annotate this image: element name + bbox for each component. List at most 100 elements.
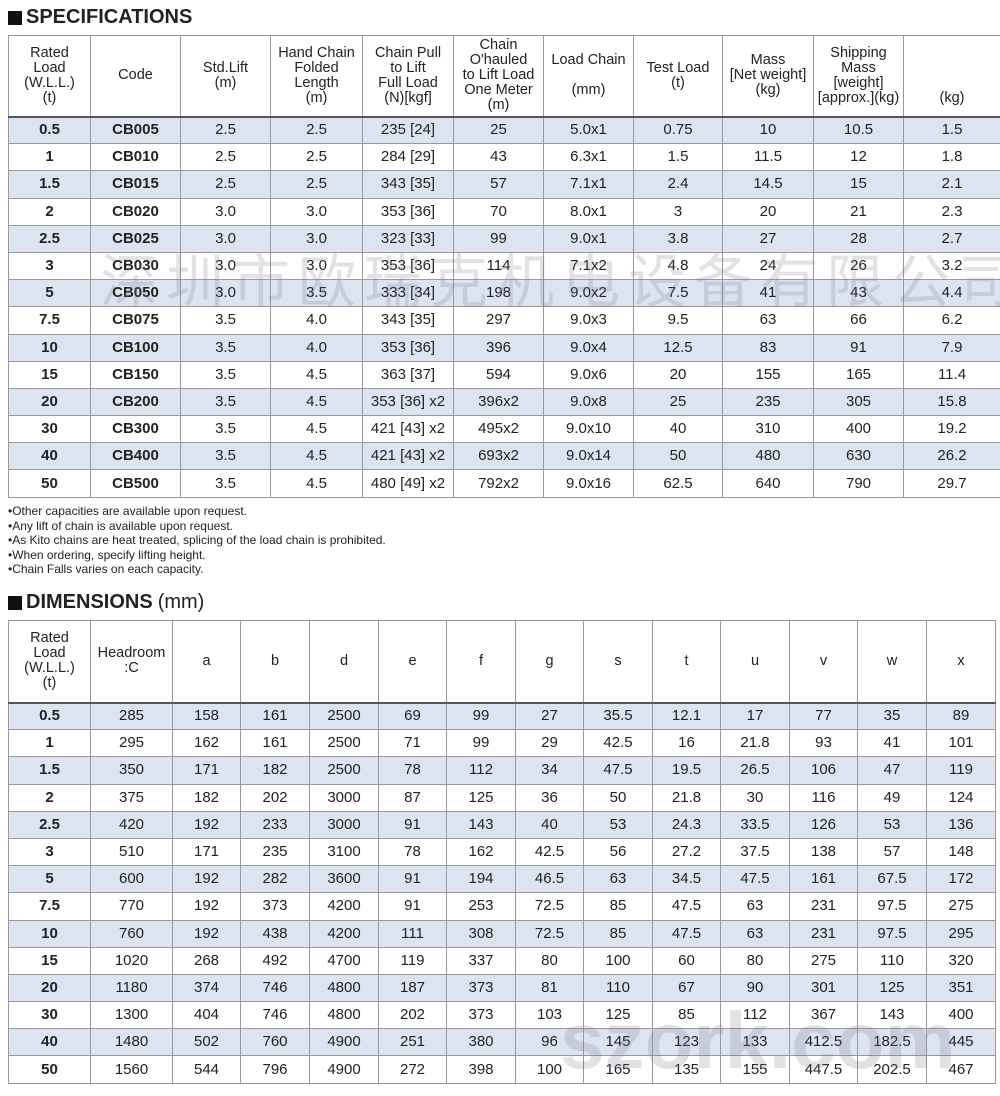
- cell: 165: [813, 360, 904, 389]
- cell: 4200: [309, 892, 379, 921]
- cell: 126: [789, 810, 858, 839]
- cell: 11.4: [903, 360, 1000, 389]
- cell: 15.8: [903, 387, 1000, 417]
- cell: 97.5: [857, 919, 927, 948]
- cell: 301: [789, 973, 858, 1003]
- cell: 99: [446, 701, 516, 731]
- cell: 9.0x3: [543, 306, 634, 335]
- cell: 0.5: [8, 701, 91, 731]
- cell: 3.5: [180, 442, 271, 471]
- cell: 4200: [309, 919, 379, 948]
- cell: 33.5: [720, 810, 790, 839]
- cell: 162: [446, 837, 516, 867]
- cell: 374: [172, 973, 241, 1003]
- cell: 9.0x8: [543, 387, 634, 417]
- cell: 135: [652, 1055, 721, 1084]
- cell: 161: [789, 865, 858, 894]
- cell: 192: [172, 919, 241, 948]
- cell: 155: [722, 360, 814, 389]
- cell: 4800: [309, 1001, 379, 1030]
- cell: 295: [926, 919, 996, 948]
- cell: 3.5: [180, 333, 271, 362]
- cell: 56: [583, 837, 653, 867]
- header-cell: Load Chain (mm): [543, 35, 634, 118]
- cell: 21.8: [720, 729, 790, 758]
- cell: 373: [446, 1001, 516, 1030]
- cell: 10.5: [813, 115, 904, 145]
- cell: 12.5: [633, 333, 723, 362]
- cell: 4.5: [270, 469, 363, 498]
- cell: 792x2: [453, 469, 544, 498]
- cell: 35: [857, 701, 927, 731]
- cell: CB075: [90, 306, 181, 335]
- cell: 796: [240, 1055, 310, 1084]
- cell: 400: [813, 415, 904, 444]
- cell: 3: [633, 197, 723, 226]
- cell: 4900: [309, 1028, 379, 1057]
- cell: 12.1: [652, 701, 721, 731]
- cell: 3000: [309, 810, 379, 839]
- cell: 123: [652, 1028, 721, 1057]
- cell: 91: [378, 810, 447, 839]
- cell: 112: [446, 756, 516, 785]
- cell: 1020: [90, 946, 173, 975]
- cell: 510: [90, 837, 173, 867]
- cell: 0.75: [633, 115, 723, 145]
- note: •Other capacities are available upon req…: [8, 504, 248, 518]
- cell: 80: [720, 946, 790, 975]
- cell: 404: [172, 1001, 241, 1030]
- cell: 305: [813, 387, 904, 417]
- header-cell: Rated Load (W.L.L.) (t): [8, 35, 91, 118]
- cell: 155: [720, 1055, 790, 1084]
- row: 40 1480 502 760 4900 251 380 96 145 123 133 412.5 18…: [8, 1028, 996, 1057]
- cell: 2.4: [633, 170, 723, 199]
- cell: 9.0x4: [543, 333, 634, 362]
- section-title: DIMENSIONS (mm): [8, 591, 204, 614]
- cell: 421 [43] x2: [362, 415, 454, 444]
- cell: 57: [857, 837, 927, 867]
- cell: 297: [453, 306, 544, 335]
- header-cell: b: [240, 620, 310, 704]
- cell: 760: [240, 1028, 310, 1057]
- cell: 275: [789, 946, 858, 975]
- header-cell: Mass [Net weight] (kg): [722, 35, 814, 118]
- cell: 119: [926, 756, 996, 785]
- cell: 182.5: [857, 1028, 927, 1057]
- header-cell: Hand Chain Folded Length (m): [270, 35, 363, 118]
- cell: 71: [378, 729, 447, 758]
- cell: 253: [446, 892, 516, 921]
- tbody: 0.5 285 158 161 2500 69 99 27 35.5 12.1 17 77 35 89 1 2…: [8, 701, 996, 1084]
- cell: 80: [515, 946, 584, 975]
- cell: 83: [722, 333, 814, 362]
- cell: 161: [240, 729, 310, 758]
- cell: 1300: [90, 1001, 173, 1030]
- cell: 373: [446, 973, 516, 1003]
- cell: 60: [652, 946, 721, 975]
- cell: 29: [515, 729, 584, 758]
- cell: 544: [172, 1055, 241, 1084]
- cell: 3.5: [180, 469, 271, 498]
- cell: 202: [240, 783, 310, 812]
- cell: 43: [813, 279, 904, 308]
- cell: 78: [378, 756, 447, 785]
- cell: 34.5: [652, 865, 721, 894]
- cell: 100: [515, 1055, 584, 1084]
- cell: 3: [8, 837, 91, 867]
- cell: 20: [722, 197, 814, 226]
- cell: 1480: [90, 1028, 173, 1057]
- cell: 133: [720, 1028, 790, 1057]
- thead: Rated Load (W.L.L.) (t) Code Std.Lift (m) H…: [8, 35, 1000, 118]
- cell: 91: [378, 892, 447, 921]
- cell: 69: [378, 701, 447, 731]
- cell: 20: [633, 360, 723, 389]
- cell: 20: [8, 973, 91, 1003]
- cell: 323 [33]: [362, 224, 454, 253]
- cell: 24.3: [652, 810, 721, 839]
- cell: 7.5: [633, 279, 723, 308]
- note: •As Kito chains are heat treated, splici…: [8, 533, 386, 547]
- cell: 101: [926, 729, 996, 758]
- cell: 28: [813, 224, 904, 253]
- cell: 3.0: [270, 251, 363, 281]
- header-cell: Rated Load (W.L.L.) (t): [8, 620, 91, 704]
- cell: 182: [172, 783, 241, 812]
